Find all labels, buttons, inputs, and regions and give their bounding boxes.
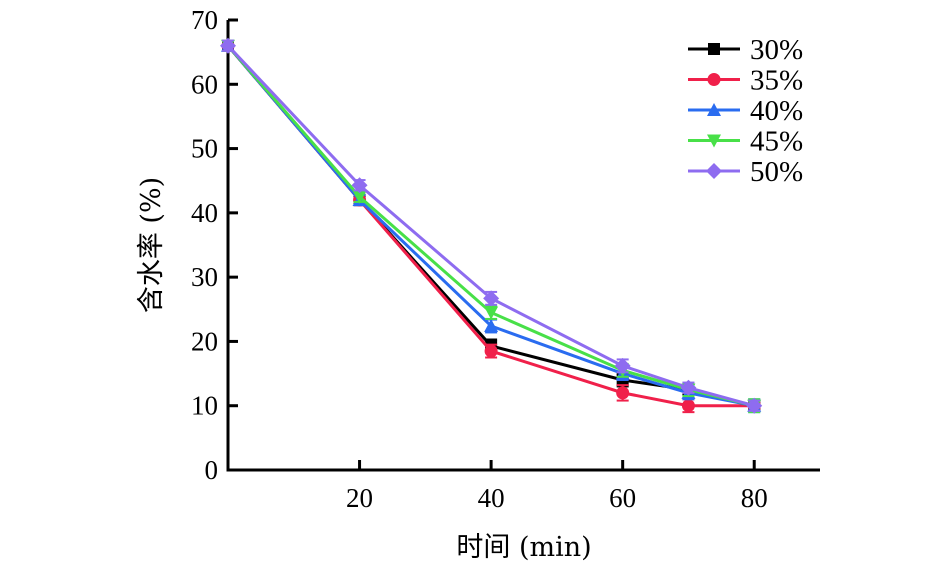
x-tick-label: 60 [609,483,636,513]
data-point [484,306,499,320]
y-tick-label: 60 [191,69,218,99]
x-tick-label: 80 [741,483,768,513]
data-point [351,177,368,194]
y-tick-label: 40 [191,198,218,228]
legend-label: 45% [750,126,803,158]
series-line [226,44,755,408]
series-line [226,44,755,408]
data-point [352,190,367,204]
legend-item: 45% [688,126,803,158]
y-tick-label: 50 [191,134,218,164]
legend-marker [707,103,721,116]
y-tick-label: 30 [191,262,218,292]
data-point [220,37,236,54]
legend-marker [706,163,722,179]
legend-item: 50% [688,156,803,188]
y-tick-label: 0 [205,455,219,485]
series-35pct [221,39,761,414]
legend-item: 35% [688,65,803,97]
data-point [484,344,498,358]
x-axis-label: 时间 (min) [456,532,591,563]
data-point [616,386,630,400]
data-point [483,290,500,307]
legend-label: 30% [750,34,803,66]
y-tick-label: 10 [191,391,218,421]
series-layer [220,37,763,414]
data-point [614,357,631,374]
series-50pct [220,37,763,414]
data-point [484,319,499,332]
data-point [746,397,763,414]
x-tick-label: 20 [346,483,373,513]
y-tick-label: 20 [191,326,218,356]
legend-marker [708,43,720,55]
legend-marker [707,134,721,148]
legend-label: 40% [750,95,803,127]
series-line [226,44,755,408]
legend: 30%35%40%45%50% [688,34,803,188]
data-point [680,379,697,396]
data-point [681,399,695,413]
legend-label: 50% [750,156,803,188]
legend-label: 35% [750,65,803,97]
legend-marker [707,73,721,86]
x-tick-label: 40 [478,483,505,513]
y-tick-label: 70 [191,5,218,35]
legend-item: 30% [688,34,803,66]
legend-item: 40% [688,95,803,127]
axes: 20 40 60 80 0 10 20 30 40 50 60 70 [191,5,820,513]
y-axis-label: 含水率 (%) [136,177,167,313]
